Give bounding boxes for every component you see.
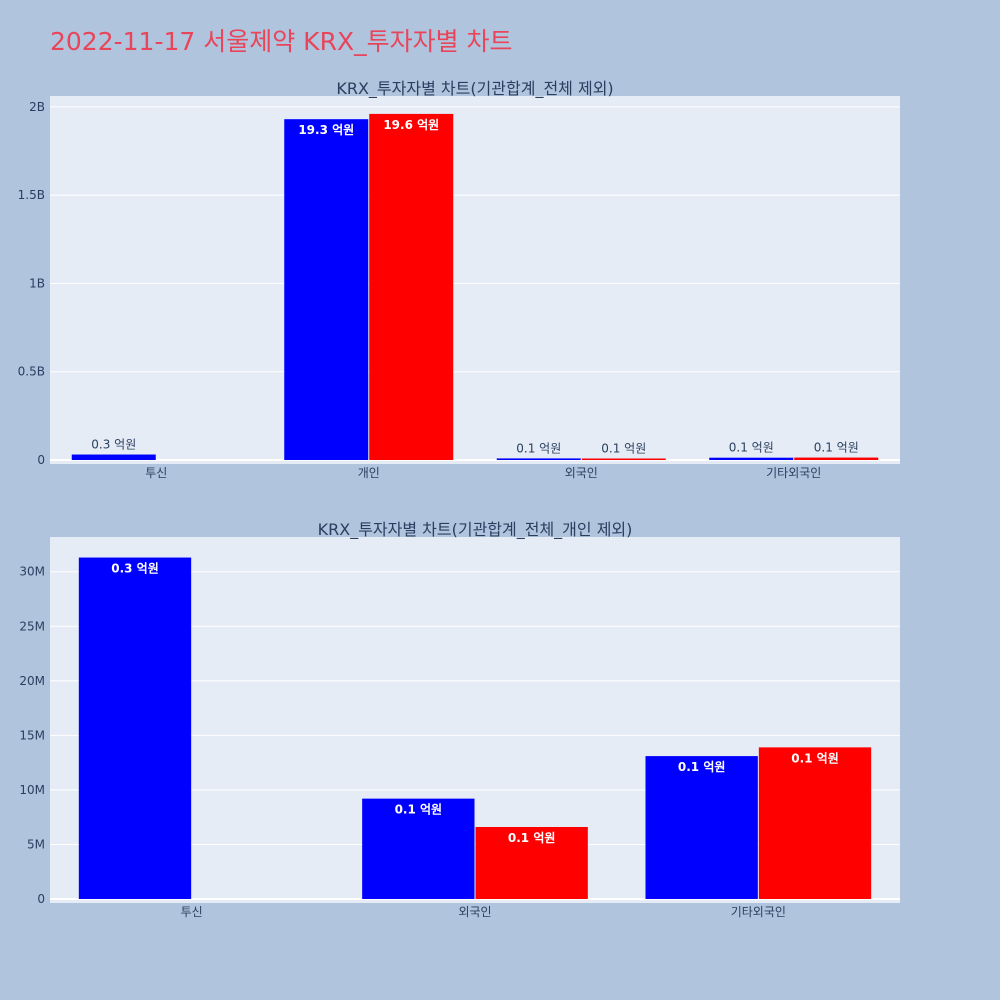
y-tick-label: 1B xyxy=(29,276,45,290)
y-tick-label: 10M xyxy=(19,783,45,797)
y-tick-label: 0 xyxy=(37,453,45,467)
x-tick-label: 투신 xyxy=(145,466,167,480)
x-tick-label: 외국인 xyxy=(458,905,491,919)
data-label: 0.3 억원 xyxy=(91,438,136,452)
x-tick-label: 기타외국인 xyxy=(731,905,786,919)
bar xyxy=(758,747,872,899)
y-tick-label: 15M xyxy=(19,728,45,742)
y-tick-label: 25M xyxy=(19,619,45,633)
bar xyxy=(71,454,156,460)
x-tick-label: 투신 xyxy=(181,905,203,919)
bar xyxy=(645,756,758,899)
data-label: 0.1 억원 xyxy=(814,441,859,455)
data-label: 19.6 억원 xyxy=(383,118,439,132)
chart-title-1: KRX_투자자별 차트(기관합계_전체 제외) xyxy=(336,79,613,99)
bar xyxy=(496,458,581,460)
bar xyxy=(581,458,666,460)
chart-title-2: KRX_투자자별 차트(기관합계_전체_개인 제외) xyxy=(318,520,633,540)
bar xyxy=(369,113,454,460)
data-label: 0.1 억원 xyxy=(516,441,561,455)
y-tick-label: 0 xyxy=(37,892,45,906)
page-title: 2022-11-17 서울제약 KRX_투자자별 차트 xyxy=(50,27,513,56)
x-tick-label: 개인 xyxy=(358,466,380,480)
data-label: 0.1 억원 xyxy=(395,803,443,817)
y-tick-label: 5M xyxy=(27,837,45,851)
bar xyxy=(475,827,588,899)
bar xyxy=(709,457,794,460)
data-label: 0.1 억원 xyxy=(678,760,726,774)
y-tick-label: 1.5B xyxy=(18,188,45,202)
bar xyxy=(362,798,475,899)
x-tick-label: 외국인 xyxy=(565,466,598,480)
data-label: 0.3 억원 xyxy=(111,562,159,576)
y-tick-label: 30M xyxy=(19,565,45,579)
data-label: 0.1 억원 xyxy=(601,442,646,456)
y-tick-label: 0.5B xyxy=(18,365,45,379)
x-tick-label: 기타외국인 xyxy=(766,466,821,480)
bar xyxy=(794,457,879,460)
bar xyxy=(284,119,369,460)
data-label: 0.1 억원 xyxy=(508,831,556,845)
y-tick-label: 2B xyxy=(29,100,45,114)
data-label: 0.1 억원 xyxy=(791,751,839,765)
data-label: 19.3 억원 xyxy=(298,123,354,137)
y-tick-label: 20M xyxy=(19,674,45,688)
data-label: 0.1 억원 xyxy=(729,441,774,455)
bar xyxy=(78,557,192,899)
plot-background-1 xyxy=(50,96,900,464)
plot-background-2 xyxy=(50,537,900,903)
